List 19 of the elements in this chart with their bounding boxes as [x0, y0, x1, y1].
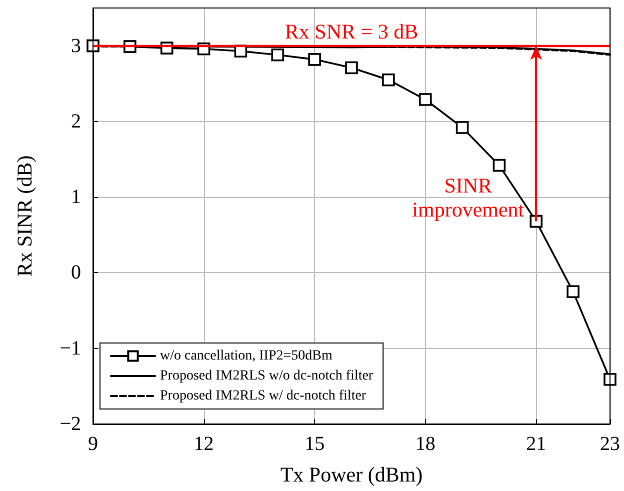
x-tick-label: 15 — [304, 433, 325, 455]
legend-label: Proposed IM2RLS w/ dc-notch filter — [160, 388, 366, 404]
x-tick-label: 21 — [526, 433, 546, 455]
y-tick-label: 1 — [71, 186, 81, 208]
x-tick-label: 9 — [88, 433, 98, 455]
legend-label: w/o cancellation, IIP2=50dBm — [160, 348, 332, 364]
y-axis-title: Rx SINR (dB) — [12, 155, 36, 277]
y-tick-label: −1 — [60, 337, 81, 360]
annotation: SINR improvement — [412, 173, 524, 222]
y-tick-label: 2 — [71, 110, 81, 132]
y-tick-label: −2 — [60, 413, 81, 435]
x-tick-label: 23 — [600, 433, 620, 455]
x-tick-label: 18 — [415, 433, 436, 455]
legend-label: Proposed IM2RLS w/o dc-notch filter — [160, 368, 374, 384]
y-tick-label: 3 — [71, 34, 81, 57]
x-tick-label: 12 — [194, 433, 214, 455]
y-tick-label: 0 — [71, 262, 81, 284]
x-axis-title: Tx Power (dBm) — [280, 462, 423, 486]
ref-line-label: Rx SNR = 3 dB — [284, 19, 418, 44]
